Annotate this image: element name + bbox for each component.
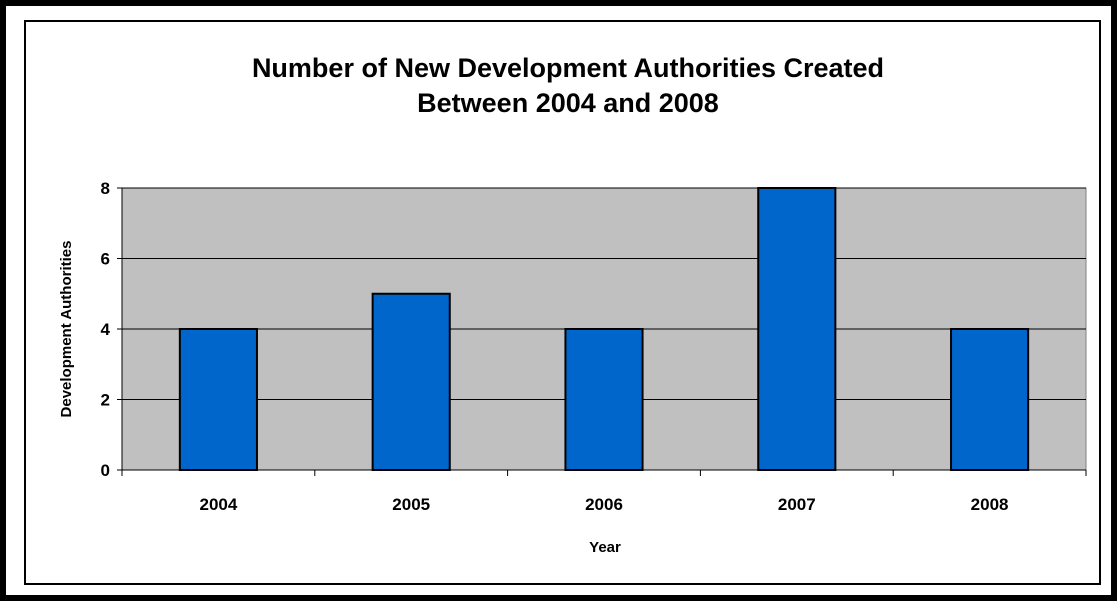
chart-title-line-1: Number of New Development Authorities Cr… <box>252 53 884 83</box>
y-tick-label-8: 8 <box>101 179 110 198</box>
x-tick-label-2007: 2007 <box>778 495 816 514</box>
x-tick-label-2008: 2008 <box>971 495 1009 514</box>
x-axis: 2004 2005 2006 2007 2008 <box>121 469 1087 514</box>
bar-2006 <box>564 328 644 471</box>
x-tick-label-2005: 2005 <box>392 495 430 514</box>
y-tick-label-4: 4 <box>101 320 111 339</box>
y-axis: 0 2 4 6 8 <box>101 179 123 480</box>
x-tick-label-2006: 2006 <box>585 495 623 514</box>
y-tick-label-0: 0 <box>101 461 110 480</box>
y-tick-label-2: 2 <box>101 391 110 410</box>
x-tick-label-2004: 2004 <box>199 495 237 514</box>
bar-2004 <box>178 328 258 471</box>
bar-2005 <box>371 292 451 471</box>
bar-2007 <box>757 187 837 471</box>
y-axis-label: Development Authorities <box>58 241 75 418</box>
chart-title-line-2: Between 2004 and 2008 <box>417 88 719 118</box>
bar-2008 <box>950 328 1030 471</box>
y-tick-label-6: 6 <box>101 250 110 269</box>
x-axis-label: Year <box>589 539 621 556</box>
